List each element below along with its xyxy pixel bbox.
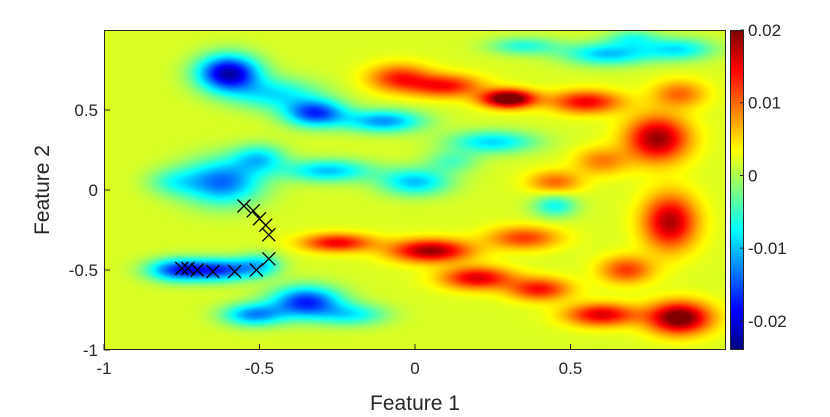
x-marker bbox=[174, 261, 189, 276]
x-marker bbox=[246, 203, 261, 218]
colorbar-tick-label: -0.02 bbox=[748, 312, 787, 331]
colorbar-frame bbox=[730, 30, 744, 350]
heatmap-surface bbox=[104, 30, 726, 350]
y-axis: -1 -0.5 0 0.5 bbox=[69, 101, 110, 360]
colorbar-tick-label: 0 bbox=[748, 166, 757, 185]
x-marker bbox=[261, 227, 276, 242]
colorbar-tick-label: 0.01 bbox=[748, 94, 781, 113]
x-tick-label: -1 bbox=[96, 359, 111, 378]
colorbar-gradient bbox=[730, 30, 744, 350]
colorbar-tick-label: 0.02 bbox=[748, 21, 781, 40]
x-marker bbox=[181, 261, 195, 276]
y-tick-label: -1 bbox=[83, 341, 98, 360]
x-marker bbox=[190, 263, 205, 277]
colorbar-ticks: -0.02 -0.01 0 0.01 0.02 bbox=[740, 21, 787, 331]
x-marker bbox=[227, 264, 242, 279]
y-axis-title: Feature 2 bbox=[31, 145, 54, 235]
y-tick-label: 0 bbox=[89, 181, 98, 200]
x-tick-label: 0.5 bbox=[559, 359, 583, 378]
x-marker bbox=[236, 199, 251, 213]
colorbar: -0.02 -0.01 0 0.01 0.02 bbox=[730, 21, 787, 350]
x-tick-label: 0 bbox=[410, 359, 419, 378]
y-tick-label: -0.5 bbox=[69, 261, 98, 280]
x-axis-title: Feature 1 bbox=[370, 392, 460, 415]
x-tick-label: -0.5 bbox=[245, 359, 274, 378]
x-marker bbox=[258, 218, 273, 233]
x-marker bbox=[261, 251, 276, 266]
colorbar-tick-label: -0.01 bbox=[748, 239, 787, 258]
x-axis: -1 -0.5 0 0.5 bbox=[96, 344, 582, 378]
trajectory-markers bbox=[174, 199, 276, 279]
y-tick-label: 0.5 bbox=[74, 101, 98, 120]
x-marker bbox=[205, 264, 220, 279]
x-marker bbox=[249, 263, 264, 277]
heatmap-plot-area bbox=[104, 30, 726, 350]
